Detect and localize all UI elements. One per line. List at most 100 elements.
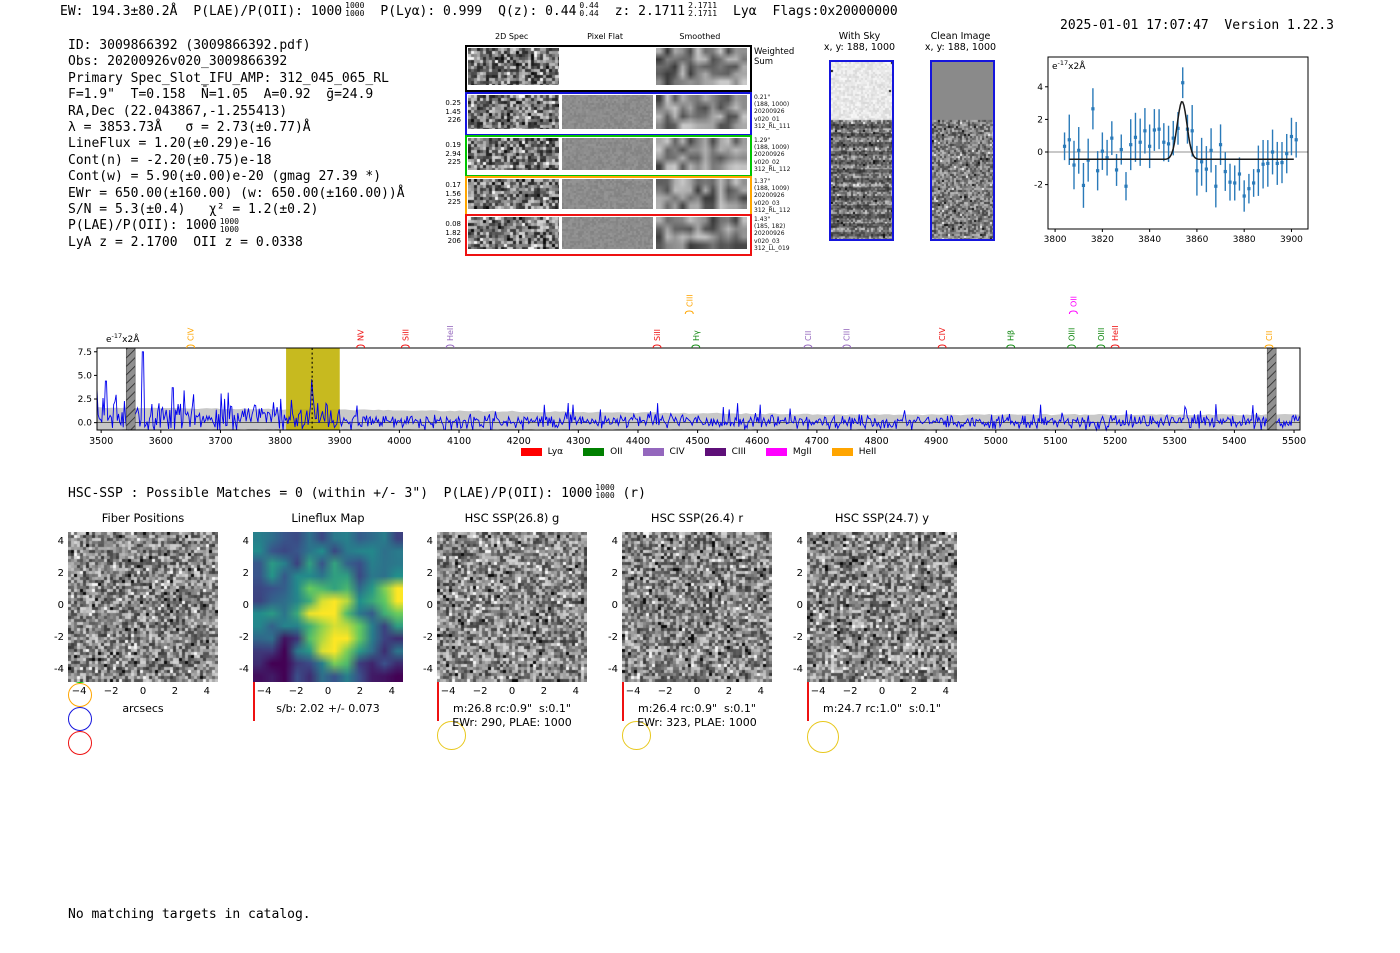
info-fraction: 1000 1000 (219, 216, 239, 234)
header-segment-text: EW: 194.3±80.2Å (60, 3, 178, 19)
aperture-circle (807, 721, 839, 753)
cutout-ytick: 0 (426, 600, 433, 611)
cutout-xtick: 2 (540, 686, 548, 697)
header-metrics: EW: 194.3±80.2Å P(LAE)/P(OII): 1000 1000 10… (60, 2, 898, 19)
info-line-8: Cont(n) = -2.20(±0.75)e-18 (68, 153, 405, 169)
info-line-4: F=1.9" T=0.158 N̄=1.05 A=0.92 ḡ=24.9 (68, 87, 405, 103)
cutout-ytick: 0 (796, 600, 803, 611)
cutout-ytick: -4 (239, 663, 249, 675)
svg-text:4900: 4900 (924, 436, 948, 447)
cutout-xtick: −2 (472, 686, 488, 697)
info-line-6: λ = 3853.73Å σ = 2.73(±0.77)Å (68, 120, 405, 136)
cutout-xtick: −2 (288, 686, 304, 697)
spec2d-image-2dspec (468, 179, 559, 209)
emission-line-label-CII: CII (804, 331, 813, 341)
spec2d-row-0 (465, 45, 752, 92)
cutout-xtick: 0 (324, 686, 332, 697)
spec2d-image-smoothed (656, 179, 747, 209)
info-line-text: LineFlux = 1.20(±0.29)e-16 (68, 136, 272, 152)
crosshair-vertical (437, 649, 439, 722)
crosshair-vertical (807, 649, 809, 722)
spec2d-row-annotations: 1.29" (188, 1009) 20200926 v020_02 312_RL_11… (754, 137, 791, 173)
cutout-xtick: −4 (71, 686, 87, 697)
svg-text:5000: 5000 (984, 436, 1008, 447)
spectrum-units-label: e-17x2Å (106, 332, 140, 345)
emission-line-label-NV: NV (357, 329, 366, 341)
legend-item-MgII: MgII (765, 447, 812, 457)
svg-text:3900: 3900 (1280, 235, 1303, 242)
svg-text:3600: 3600 (149, 436, 173, 447)
full-spectrum-chart: 3500 3600 3700 3800 3900 4000 4100 4200 4300 4400… (75, 266, 1345, 466)
cutout-xtick: −4 (256, 686, 272, 697)
info-line-text: LyA z = 2.1700 OII z = 0.0338 (68, 234, 303, 250)
info-line-text: EWr = 650.00(±160.00) (w: 650.00(±160.00… (68, 185, 405, 201)
cutout-caption1: m:26.8 rc:0.9" s:0.1" (453, 702, 571, 715)
crosshair-vertical (622, 649, 624, 722)
cutout-ytick: 4 (611, 536, 618, 548)
cutout-panel-4: NE (807, 532, 957, 753)
cutout-xtick: −4 (810, 686, 826, 697)
svg-text:4100: 4100 (447, 436, 471, 447)
header-segment-4: z: 2.1711 2.1711 2.1711 (615, 2, 717, 19)
cutout-ytick: 2 (796, 568, 803, 580)
cutout-xtick: 0 (508, 686, 516, 697)
legend-item-CIV: CIV (642, 447, 685, 457)
svg-text:4700: 4700 (805, 436, 829, 447)
spec2d-col-header-smoothed: Smoothed (679, 32, 721, 41)
spec2d-image-pixelflat (562, 179, 653, 209)
emission-line-label-SiII: SiII (653, 329, 662, 341)
cutout-title-3: HSC SSP(26.4) r (650, 511, 744, 525)
spec2d-row-left-values: 0.17 1.56 225 (445, 181, 461, 206)
spec2d-column-headers: 2D Spec Pixel Flat Smoothed (465, 32, 748, 41)
emission-line-label-Hγ: Hγ (692, 330, 701, 341)
header-segment-1: P(LAE)/P(OII): 1000 1000 1000 (193, 2, 364, 19)
cutout-xtick: 0 (878, 686, 886, 697)
cutout-ytick: -2 (423, 631, 433, 643)
line-fit-svg: 3800 3820 3840 3860 3880 3900 4 2 0 -2 (1034, 56, 1309, 245)
info-line-text: Cont(n) = -2.20(±0.75)e-18 (68, 152, 272, 168)
cutout-panel-2: NE (437, 532, 587, 750)
header-segment-text: P(Lyα): 0.999 (380, 3, 483, 19)
cutout-xtick: 4 (757, 686, 765, 697)
spectrum-legend: Lyα OII CIV CIII MgII HeII (100, 447, 1297, 457)
info-line-9: Cont(w) = 5.90(±0.00)e-20 (gmag 27.39 *) (68, 169, 405, 185)
emission-line-label-CIV: CIV (187, 327, 196, 341)
legend-swatch (831, 448, 853, 456)
cutout-xlabel: arcsecs (122, 702, 164, 715)
info-line-text: Obs: 20200926v020_3009866392 (68, 54, 288, 70)
sky-panel-title-1: Clean Image x, y: 188, 1000 (924, 31, 997, 53)
fiber-circle-3 (68, 731, 92, 755)
cutout-ytick: -2 (793, 631, 803, 643)
spec2d-image-pixelflat (562, 48, 653, 85)
svg-text:4200: 4200 (507, 436, 531, 447)
legend-item-OII: OII (583, 447, 623, 457)
crosshair-vertical (253, 649, 255, 722)
spec2d-row-annotations: 1.43" (185, 182) 20200926 v020_03 312_LL_019 (754, 216, 790, 252)
emission-line-label-Hβ: Hβ (1007, 330, 1016, 341)
emission-line-label-SiII: SiII (401, 329, 410, 341)
info-line-text: ID: 3009866392 (3009866392.pdf) (68, 38, 311, 53)
svg-text:5500: 5500 (1282, 436, 1306, 447)
cutout-xtick: 4 (203, 686, 211, 697)
spec2d-row-left-values: 0.25 1.45 226 (445, 99, 461, 124)
info-line-2: Obs: 20200926v020_3009866392 (68, 54, 405, 70)
cutout-image-lineflux (253, 532, 403, 682)
spec2d-row-4 (465, 214, 752, 256)
header-right: 2025-01-01 17:07:47 Version 1.22.3 (1029, 3, 1334, 48)
cutout-xtick: 4 (388, 686, 396, 697)
cutout-ytick: -4 (54, 663, 64, 675)
spec2d-image-2dspec (468, 217, 559, 249)
line-fit-chart: 3800 3820 3840 3860 3880 3900 4 2 0 -2 (1030, 50, 1330, 245)
cutout-ytick: 2 (611, 568, 618, 580)
emission-line-label-CIII: CIII (685, 294, 694, 307)
header-segment-6: Flags:0x20000000 (773, 4, 898, 19)
spec2d-image-2dspec (468, 95, 559, 129)
legend-swatch (583, 448, 605, 456)
line-fit-units-label: e-17x2Å (1052, 59, 1086, 72)
cutout-ytick: -2 (54, 631, 64, 643)
cutout-ytick: 2 (426, 568, 433, 580)
fiber-circle-1 (68, 683, 92, 708)
svg-text:2: 2 (1037, 115, 1043, 125)
spec2d-row-2 (465, 135, 752, 177)
